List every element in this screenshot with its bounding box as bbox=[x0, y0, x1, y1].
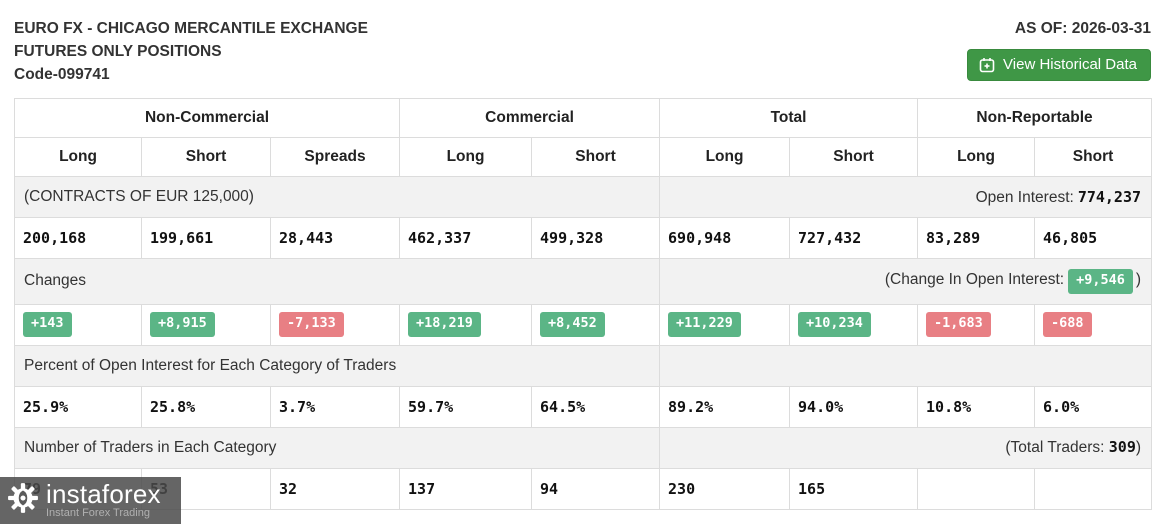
report-title: EURO FX - CHICAGO MERCANTILE EXCHANGE bbox=[14, 20, 368, 37]
percent-cell-t-long: 89.2% bbox=[659, 385, 791, 428]
instaforex-brand-text: instaforex bbox=[46, 479, 161, 509]
header-right: AS OF: 2026-03-31 View Historical Data bbox=[967, 17, 1151, 81]
change-cell-t-long: +11,229 bbox=[659, 303, 791, 346]
percent-cell-nr-long: 10.8% bbox=[917, 385, 1036, 428]
change-open-interest-cell: (Change In Open Interest: +9,546) bbox=[659, 258, 1153, 305]
column-header-nc-spreads: Spreads bbox=[269, 137, 401, 177]
total-traders-suffix: ) bbox=[1135, 439, 1142, 457]
instaforex-wordmark: instaforex Instant Forex Trading bbox=[46, 479, 161, 519]
group-header-commercial: Commercial bbox=[399, 98, 661, 138]
change-oi-label: (Change In Open Interest: bbox=[884, 271, 1065, 288]
position-cell-nc-spreads: 28,443 bbox=[269, 217, 401, 259]
open-interest-value: 774,237 bbox=[1077, 187, 1142, 206]
position-cell-c-short: 499,328 bbox=[531, 217, 661, 259]
instaforex-gear-icon bbox=[7, 481, 39, 520]
traders-cell-nr-long bbox=[917, 467, 1036, 510]
percent-cell-c-long: 59.7% bbox=[399, 385, 533, 428]
traders-cell-nr-short bbox=[1034, 467, 1153, 510]
position-cell-t-long: 690,948 bbox=[659, 217, 791, 259]
position-cell-nr-long: 83,289 bbox=[917, 217, 1036, 259]
change-badge: +8,452 bbox=[540, 312, 605, 337]
percent-cell-nc-long: 25.9% bbox=[14, 385, 142, 428]
changes-band-row: Changes (Change In Open Interest: +9,546) bbox=[13, 258, 1153, 305]
total-traders-cell: (Total Traders: 309) bbox=[659, 426, 1153, 469]
change-badge: +10,234 bbox=[798, 312, 871, 337]
group-header-non-reportable: Non-Reportable bbox=[917, 98, 1153, 138]
percent-cell-t-short: 94.0% bbox=[789, 385, 919, 428]
traders-row: 79 53 32 137 94 230 165 bbox=[14, 467, 1153, 510]
positions-row: 200,168 199,661 28,443 462,337 499,328 6… bbox=[14, 217, 1153, 259]
change-oi-badge: +9,546 bbox=[1068, 269, 1133, 294]
calendar-plus-icon bbox=[979, 57, 995, 73]
changes-label: Changes bbox=[13, 258, 661, 305]
percent-band-spacer bbox=[659, 344, 1153, 387]
change-badge: +11,229 bbox=[668, 312, 741, 337]
column-header-nc-long: Long bbox=[14, 137, 142, 177]
change-cell-nc-spreads: -7,133 bbox=[269, 303, 401, 346]
traders-cell-t-short: 165 bbox=[789, 467, 919, 510]
position-cell-nc-short: 199,661 bbox=[141, 217, 271, 259]
report-subtitle: FUTURES ONLY POSITIONS bbox=[14, 43, 222, 60]
group-header-row: Non-Commercial Commercial Total Non-Repo… bbox=[13, 98, 1153, 138]
percent-band-row: Percent of Open Interest for Each Catego… bbox=[13, 344, 1153, 387]
total-traders-value: 309 bbox=[1108, 438, 1136, 457]
sub-header-row: Long Short Spreads Long Short Long Short… bbox=[14, 137, 1153, 177]
page-header: EURO FX - CHICAGO MERCANTILE EXCHANGE FU… bbox=[0, 0, 1165, 86]
open-interest-cell: Open Interest: 774,237 bbox=[659, 176, 1153, 218]
traders-cell-c-long: 137 bbox=[399, 467, 533, 510]
percent-cell-c-short: 64.5% bbox=[531, 385, 661, 428]
report-titles: EURO FX - CHICAGO MERCANTILE EXCHANGE FU… bbox=[14, 17, 368, 86]
change-badge: +143 bbox=[23, 312, 72, 337]
group-header-total: Total bbox=[659, 98, 919, 138]
percent-cell-nr-short: 6.0% bbox=[1034, 385, 1153, 428]
percent-label: Percent of Open Interest for Each Catego… bbox=[13, 344, 661, 387]
change-badge: +8,915 bbox=[150, 312, 215, 337]
change-oi-suffix: ) bbox=[1135, 271, 1142, 288]
change-cell-nr-long: -1,683 bbox=[917, 303, 1036, 346]
changes-row: +143 +8,915 -7,133 +18,219 +8,452 +11,22… bbox=[14, 303, 1153, 346]
column-header-nr-short: Short bbox=[1034, 137, 1153, 177]
position-cell-c-long: 462,337 bbox=[399, 217, 533, 259]
change-cell-t-short: +10,234 bbox=[789, 303, 919, 346]
instaforex-watermark: instaforex Instant Forex Trading bbox=[0, 477, 181, 524]
traders-cell-t-long: 230 bbox=[659, 467, 791, 510]
view-historical-data-label: View Historical Data bbox=[1003, 56, 1137, 73]
position-cell-nc-long: 200,168 bbox=[14, 217, 142, 259]
change-cell-nc-long: +143 bbox=[14, 303, 142, 346]
traders-band-row: Number of Traders in Each Category (Tota… bbox=[13, 426, 1153, 469]
change-cell-c-long: +18,219 bbox=[399, 303, 533, 346]
column-header-c-long: Long bbox=[399, 137, 533, 177]
view-historical-data-button[interactable]: View Historical Data bbox=[967, 49, 1151, 81]
instaforex-tagline: Instant Forex Trading bbox=[46, 507, 150, 519]
change-badge: -688 bbox=[1043, 312, 1092, 337]
column-header-t-long: Long bbox=[659, 137, 791, 177]
column-header-t-short: Short bbox=[789, 137, 919, 177]
position-cell-nr-short: 46,805 bbox=[1034, 217, 1153, 259]
report-code: Code-099741 bbox=[14, 66, 110, 83]
percent-cell-nc-spreads: 3.7% bbox=[269, 385, 401, 428]
contracts-label: (CONTRACTS OF EUR 125,000) bbox=[13, 176, 661, 218]
change-cell-nr-short: -688 bbox=[1034, 303, 1153, 346]
open-interest-label: Open Interest: bbox=[975, 188, 1074, 206]
change-badge: -1,683 bbox=[926, 312, 991, 337]
group-header-non-commercial: Non-Commercial bbox=[13, 98, 401, 138]
column-header-nc-short: Short bbox=[141, 137, 271, 177]
percents-row: 25.9% 25.8% 3.7% 59.7% 64.5% 89.2% 94.0%… bbox=[14, 385, 1153, 428]
column-header-nr-long: Long bbox=[917, 137, 1036, 177]
traders-label: Number of Traders in Each Category bbox=[13, 426, 661, 469]
change-cell-nc-short: +8,915 bbox=[141, 303, 271, 346]
column-header-c-short: Short bbox=[531, 137, 661, 177]
as-of-date: AS OF: 2026-03-31 bbox=[1014, 20, 1151, 37]
position-cell-t-short: 727,432 bbox=[789, 217, 919, 259]
percent-cell-nc-short: 25.8% bbox=[141, 385, 271, 428]
traders-cell-nc-spreads: 32 bbox=[269, 467, 401, 510]
traders-cell-c-short: 94 bbox=[531, 467, 661, 510]
change-badge: -7,133 bbox=[279, 312, 344, 337]
total-traders-label: (Total Traders: bbox=[1005, 439, 1105, 457]
cot-positions-table: Non-Commercial Commercial Total Non-Repo… bbox=[13, 98, 1153, 510]
contracts-band-row: (CONTRACTS OF EUR 125,000) Open Interest… bbox=[13, 176, 1153, 218]
change-cell-c-short: +8,452 bbox=[531, 303, 661, 346]
change-badge: +18,219 bbox=[408, 312, 481, 337]
